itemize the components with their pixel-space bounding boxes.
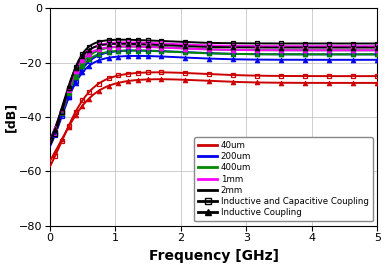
Y-axis label: [dB]: [dB]: [4, 102, 17, 132]
X-axis label: Frequency [GHz]: Frequency [GHz]: [149, 249, 278, 263]
Legend: 40um, 200um, 400um, 1mm, 2mm, Inductive and Capacitive Coupling, Inductive Coupl: 40um, 200um, 400um, 1mm, 2mm, Inductive …: [194, 137, 373, 221]
